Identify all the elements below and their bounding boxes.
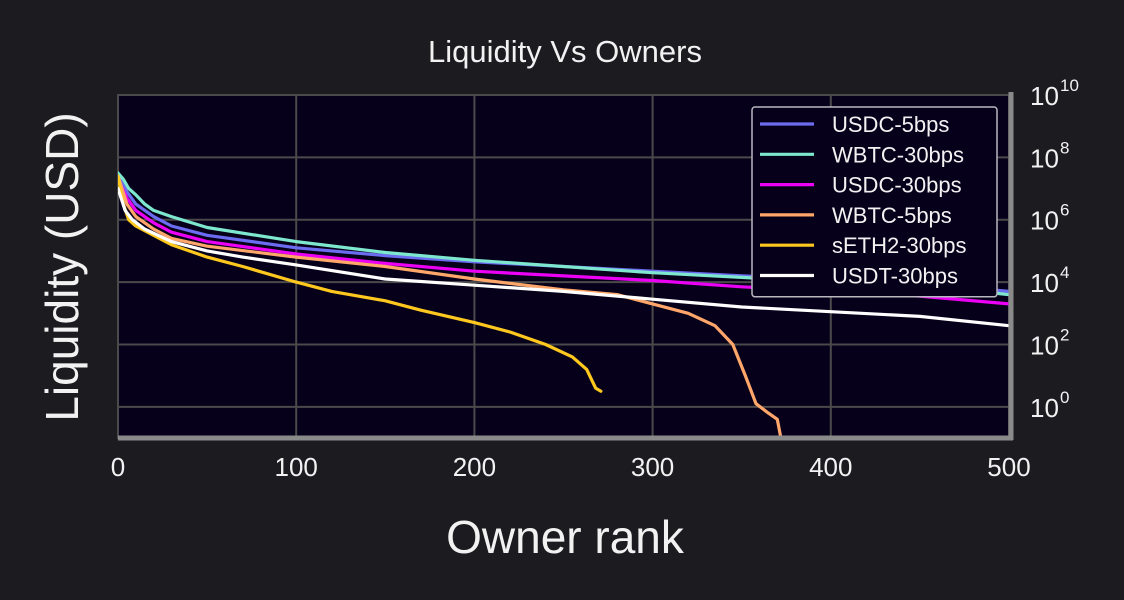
series-line-sETH2-30bps (118, 174, 603, 393)
x-tick-label: 300 (631, 452, 674, 482)
x-tick-label: 100 (275, 452, 318, 482)
y-tick-exponent: 10 (1060, 76, 1079, 95)
y-tick-label: 10 8 (1030, 138, 1069, 173)
x-tick-label: 0 (111, 452, 125, 482)
y-tick-base: 10 (1030, 393, 1059, 423)
legend-label: USDC-30bps (832, 173, 962, 198)
legend-item: USDT-30bps (760, 264, 958, 289)
y-tick-label: 10 10 (1030, 76, 1079, 111)
y-tick-base: 10 (1030, 206, 1059, 236)
x-tick-label: 400 (809, 452, 852, 482)
legend-label: USDT-30bps (832, 264, 958, 289)
legend-item: WBTC-5bps (760, 203, 952, 228)
y-tick-label: 10 6 (1030, 201, 1069, 236)
chart-title: Liquidity Vs Owners (428, 34, 702, 69)
y-tick-base: 10 (1030, 330, 1059, 360)
legend-label: USDC-5bps (832, 112, 949, 137)
y-tick-label: 10 4 (1030, 263, 1069, 298)
series-line-USDT-30bps (118, 186, 1009, 328)
x-axis-label: Owner rank (446, 511, 685, 563)
y-tick-exponent: 2 (1060, 325, 1069, 344)
legend-label: sETH2-30bps (832, 233, 967, 258)
x-tick-label: 500 (987, 452, 1030, 482)
legend-label: WBTC-5bps (832, 203, 952, 228)
x-axis-ticks: 0 100 200 300 400 500 (111, 452, 1031, 482)
legend-item: sETH2-30bps (760, 233, 967, 258)
legend-label: WBTC-30bps (832, 142, 964, 167)
y-tick-exponent: 6 (1060, 201, 1069, 220)
y-tick-base: 10 (1030, 81, 1059, 111)
y-axis-label: Liquidity (USD) (36, 112, 88, 421)
x-tick-label: 200 (453, 452, 496, 482)
legend-item: WBTC-30bps (760, 142, 964, 167)
y-tick-exponent: 4 (1060, 263, 1069, 282)
y-tick-exponent: 8 (1060, 138, 1069, 157)
legend-item: USDC-5bps (760, 112, 949, 137)
y-tick-exponent: 0 (1060, 388, 1069, 407)
legend: USDC-5bps WBTC-30bps USDC-30bps WBTC-5bps sE… (751, 106, 998, 298)
y-tick-label: 10 2 (1030, 325, 1069, 360)
legend-item: USDC-30bps (760, 173, 962, 198)
y-tick-base: 10 (1030, 268, 1059, 298)
y-tick-label: 10 0 (1030, 388, 1069, 423)
y-tick-base: 10 (1030, 143, 1059, 173)
